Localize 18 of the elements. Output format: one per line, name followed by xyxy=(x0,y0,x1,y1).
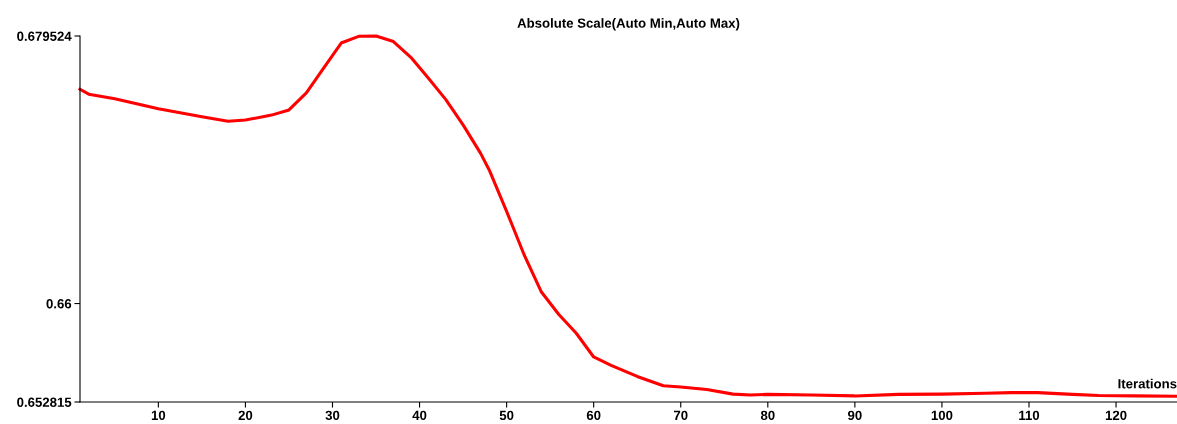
y-tick-label: 0.652815 xyxy=(17,397,72,407)
x-tick-label: 60 xyxy=(586,410,601,421)
y-tick-label: 0.66 xyxy=(46,299,72,309)
x-tick-label: 110 xyxy=(1019,410,1040,421)
chart-title: Absolute Scale(Auto Min,Auto Max) xyxy=(517,18,740,31)
x-axis-title: Iterations xyxy=(1118,378,1177,389)
line-series xyxy=(78,34,1177,398)
y-tick-label: 0.679524 xyxy=(17,31,72,41)
x-tick-label: 40 xyxy=(412,410,427,421)
x-tick-label: 100 xyxy=(931,410,953,421)
x-tick-label: 80 xyxy=(760,410,775,421)
x-tick-label: 30 xyxy=(325,410,340,421)
x-tick-label: 20 xyxy=(238,410,253,421)
x-tick-label: 90 xyxy=(847,410,862,421)
x-tick-label: 10 xyxy=(151,410,166,421)
x-tick-label: 50 xyxy=(499,410,514,421)
x-tick-label: 120 xyxy=(1105,410,1127,421)
x-tick-label: 70 xyxy=(673,410,688,421)
